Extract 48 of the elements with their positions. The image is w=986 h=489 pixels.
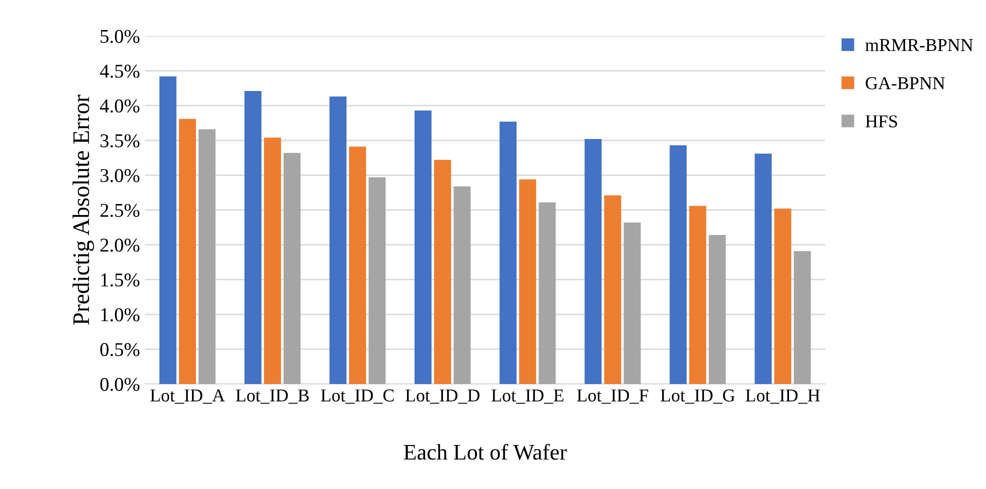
y-tick-label: 2.5% <box>100 204 140 218</box>
y-tick-label: 1.5% <box>101 273 140 287</box>
x-axis-title: Each Lot of Wafer <box>404 444 567 460</box>
bar <box>538 202 556 384</box>
y-tick-label: 0.5% <box>100 343 140 356</box>
x-tick-label: Lot_ID_D <box>406 390 480 404</box>
legend-label: GA-BPNN <box>866 77 945 90</box>
x-tick-label: Lot_ID_B <box>236 390 309 404</box>
y-tick-label: 2.0% <box>100 238 140 252</box>
bar <box>794 251 811 384</box>
x-tick-label: Lot_ID_E <box>492 390 564 404</box>
y-tick-label: 3.0% <box>100 169 140 182</box>
x-tick-label: Lot_ID_A <box>150 389 225 404</box>
bar <box>284 152 301 384</box>
bar <box>329 96 346 384</box>
y-tick-label: 4.5% <box>100 64 140 78</box>
bar <box>689 206 706 384</box>
legend-label: mRMR-BPNN <box>865 39 973 52</box>
bar <box>454 186 471 384</box>
x-tick-label: Lot_ID_G <box>660 389 735 404</box>
bar <box>708 235 726 384</box>
bar <box>434 160 452 384</box>
bar <box>774 208 792 384</box>
legend-label: HFS <box>866 115 898 128</box>
bar <box>244 90 262 384</box>
y-tick-label: 3.5% <box>100 134 140 148</box>
bar <box>604 195 622 384</box>
bar <box>178 118 196 384</box>
bar <box>198 129 216 384</box>
bar <box>500 122 517 384</box>
y-tick-label: 4.0% <box>100 99 140 113</box>
bar <box>264 138 282 384</box>
bar <box>584 139 602 384</box>
y-axis-title: Predictig Absolute Error <box>72 94 94 325</box>
bar <box>414 110 432 384</box>
y-tick-label: 0.0% <box>100 378 140 392</box>
x-tick-label: Lot_ID_F <box>577 390 648 404</box>
bar <box>670 145 687 384</box>
bar <box>368 177 386 384</box>
bar <box>624 222 641 384</box>
y-tick-label: 5.0% <box>100 30 140 44</box>
bar <box>349 146 366 384</box>
bar <box>754 154 772 384</box>
bar <box>159 76 176 384</box>
x-tick-label: Lot_ID_H <box>746 390 820 404</box>
y-tick-label: 1.0% <box>101 308 140 322</box>
x-tick-label: Lot_ID_C <box>320 389 394 404</box>
bar <box>519 179 536 384</box>
